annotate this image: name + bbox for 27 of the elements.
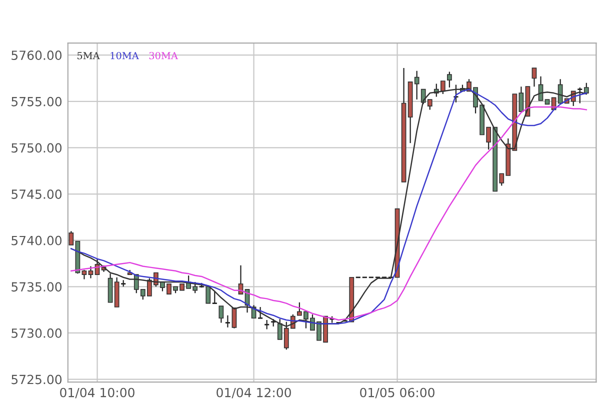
candlestick — [82, 269, 87, 280]
y-tick-label: 5755.00 — [12, 96, 62, 106]
x-tick-label: 01/04 10:00 — [60, 388, 134, 398]
text: 5MA — [77, 52, 100, 60]
y-tick-label: 5745.00 — [12, 189, 62, 199]
candlestick — [224, 314, 231, 328]
y-tick-label: 5750.00 — [12, 143, 62, 153]
candlestick — [576, 86, 583, 104]
y-tick-label: 5740.00 — [12, 236, 62, 246]
candlestick — [518, 86, 524, 112]
candlestick — [264, 319, 270, 330]
y-tick-label: 5725.00 — [12, 374, 62, 384]
x-tick-label: 01/04 12:00 — [216, 388, 291, 398]
candlestick — [447, 71, 452, 88]
candlestick — [206, 286, 211, 304]
x-tick-label: 01/05 06:00 — [360, 388, 434, 398]
candlestick — [212, 290, 218, 304]
candlestick — [532, 67, 537, 88]
candlestick — [218, 306, 224, 324]
text: 10MA — [110, 52, 139, 60]
candlestick — [68, 230, 74, 246]
candlestick — [257, 306, 264, 319]
y-tick-label: 5735.00 — [12, 282, 62, 292]
y-tick-label: 5760.00 — [12, 50, 62, 60]
y-tick-label: 5730.00 — [12, 328, 62, 338]
candlestick — [88, 266, 94, 279]
text: 30MA — [149, 52, 178, 60]
